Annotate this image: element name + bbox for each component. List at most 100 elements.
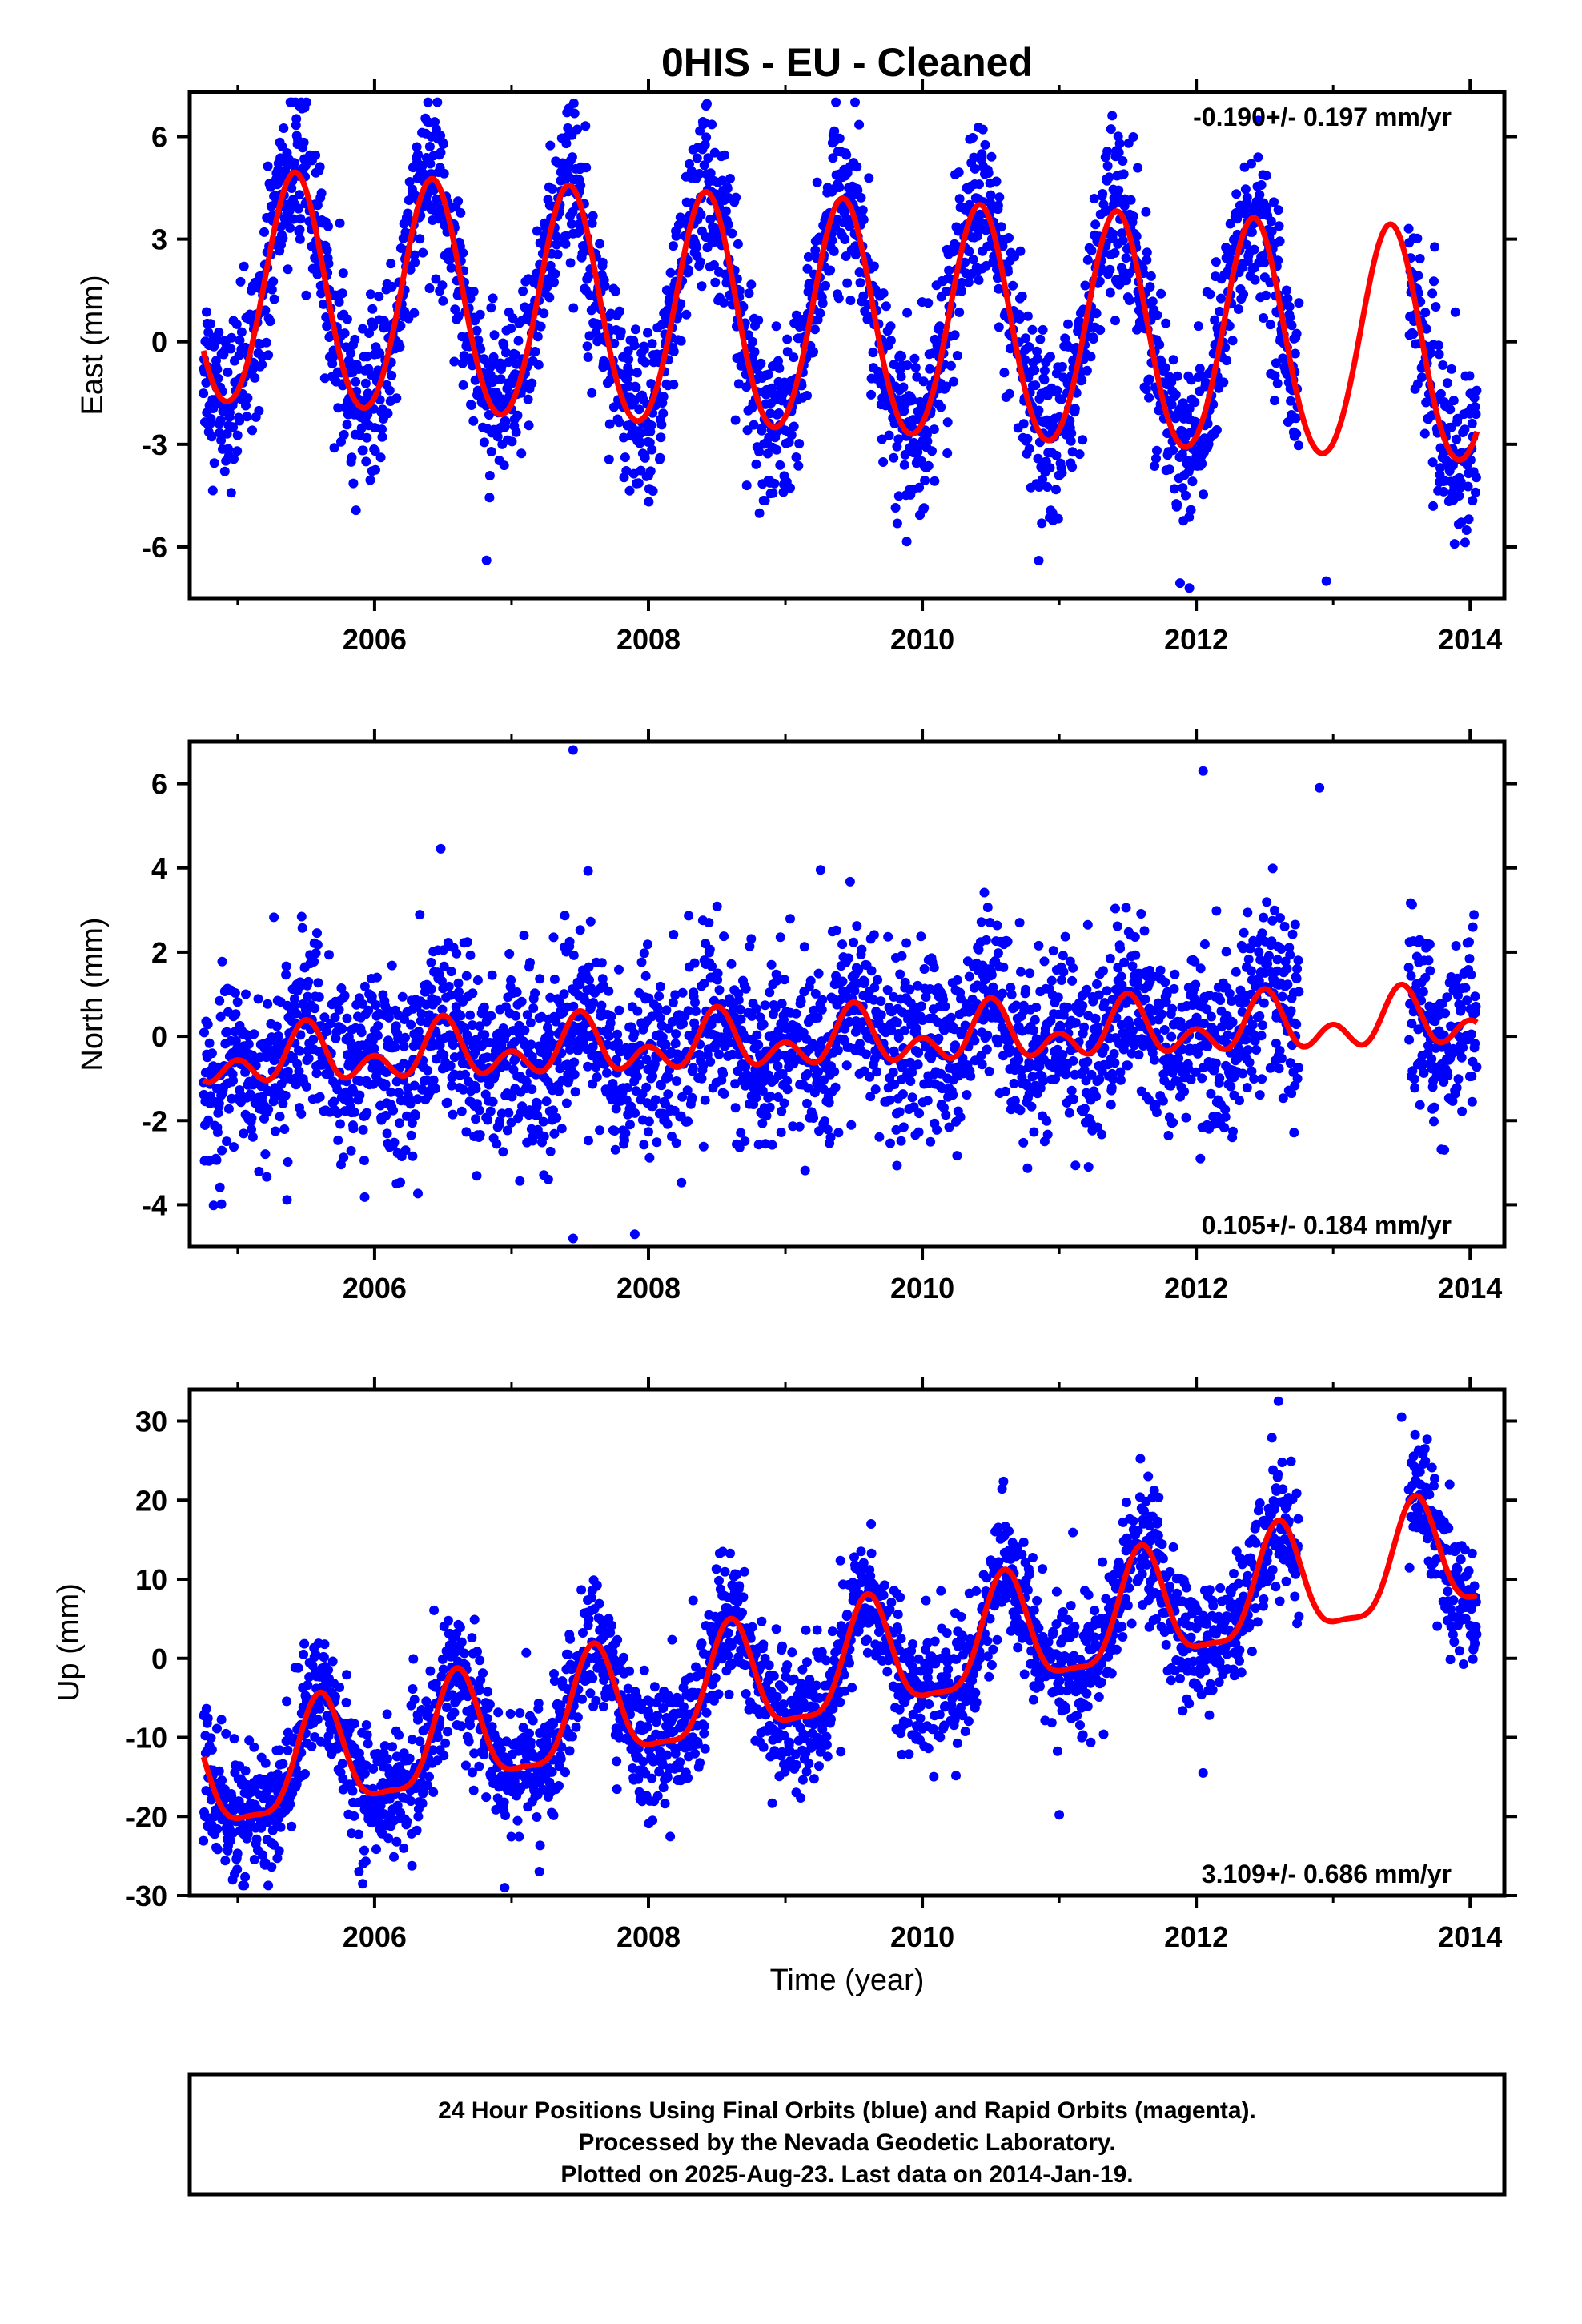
data-point — [1038, 1076, 1049, 1086]
data-point — [375, 452, 386, 463]
data-point — [581, 163, 592, 173]
data-point — [232, 446, 243, 456]
data-point — [719, 1088, 729, 1099]
data-point — [676, 336, 686, 346]
data-point — [1152, 310, 1162, 320]
data-point — [643, 939, 652, 950]
data-point — [690, 997, 700, 1007]
data-point — [294, 101, 304, 111]
data-point — [652, 1137, 662, 1148]
data-point — [263, 350, 274, 360]
data-point — [1211, 257, 1221, 267]
data-point — [216, 435, 227, 445]
data-point — [833, 1128, 844, 1138]
data-point — [1018, 1137, 1029, 1148]
data-point — [889, 452, 899, 463]
data-point — [235, 335, 245, 345]
data-point — [507, 436, 517, 447]
data-point — [424, 283, 435, 293]
data-point — [733, 239, 743, 249]
data-point — [639, 948, 649, 959]
x-tick-label: 2014 — [1438, 623, 1502, 656]
data-point — [371, 1000, 381, 1010]
data-point — [1261, 171, 1271, 181]
data-point — [367, 991, 377, 1002]
data-point — [481, 555, 492, 565]
data-point — [223, 1104, 234, 1114]
data-point — [1090, 1014, 1101, 1024]
data-point — [753, 1039, 764, 1050]
data-point — [539, 308, 549, 319]
data-point — [655, 981, 665, 991]
data-point — [714, 985, 725, 995]
data-point — [614, 964, 624, 975]
data-point — [1090, 219, 1101, 230]
data-point — [772, 444, 782, 455]
data-point — [954, 167, 964, 178]
data-point — [1048, 946, 1058, 956]
data-point — [1092, 979, 1102, 989]
data-point — [873, 975, 883, 985]
data-point — [815, 865, 825, 875]
data-point — [701, 101, 711, 111]
data-point — [929, 963, 939, 973]
data-point — [677, 987, 688, 998]
data-point — [609, 1126, 620, 1136]
data-point — [1008, 280, 1018, 291]
data-point — [885, 1095, 895, 1105]
data-point — [1029, 1127, 1039, 1137]
data-point — [1216, 293, 1226, 304]
data-point — [242, 412, 252, 422]
data-point — [374, 292, 384, 302]
data-point — [1282, 285, 1291, 296]
data-point — [910, 363, 921, 372]
data-point — [1086, 246, 1097, 255]
data-point — [1069, 1094, 1078, 1104]
data-point — [671, 231, 681, 241]
data-point — [458, 247, 468, 258]
data-point — [878, 288, 889, 299]
data-point — [431, 274, 441, 284]
data-point — [857, 944, 867, 955]
data-point — [377, 432, 387, 442]
data-point — [487, 970, 497, 980]
data-point — [1256, 180, 1267, 190]
data-point — [543, 1174, 553, 1184]
data-point — [730, 1103, 741, 1113]
data-point — [339, 328, 350, 339]
data-point — [201, 307, 211, 317]
data-point — [620, 1128, 631, 1138]
data-point — [656, 432, 666, 443]
data-point — [1080, 1104, 1090, 1114]
data-point — [1107, 111, 1118, 121]
data-point — [606, 1011, 616, 1022]
data-point — [533, 360, 544, 370]
data-point — [217, 1145, 227, 1156]
data-point — [1106, 1083, 1117, 1093]
data-point — [999, 368, 1010, 378]
data-point — [1227, 336, 1238, 346]
data-point — [640, 971, 651, 981]
data-point — [512, 987, 522, 997]
data-point — [852, 162, 862, 172]
data-point — [929, 424, 939, 435]
data-point — [316, 288, 327, 299]
data-point — [834, 133, 845, 143]
data-point — [612, 1029, 623, 1039]
data-point — [878, 457, 889, 467]
data-point — [471, 1084, 481, 1094]
data-point — [239, 261, 249, 271]
data-point — [986, 151, 997, 162]
data-point — [363, 409, 373, 420]
data-point — [388, 1105, 399, 1116]
data-point — [876, 1010, 886, 1020]
data-point — [604, 419, 615, 429]
data-point — [544, 292, 555, 303]
data-point — [604, 454, 614, 464]
data-point — [222, 428, 232, 439]
data-point — [535, 974, 545, 984]
data-point — [468, 416, 479, 426]
x-tick-label: 2010 — [890, 623, 954, 656]
data-point — [654, 991, 665, 1001]
